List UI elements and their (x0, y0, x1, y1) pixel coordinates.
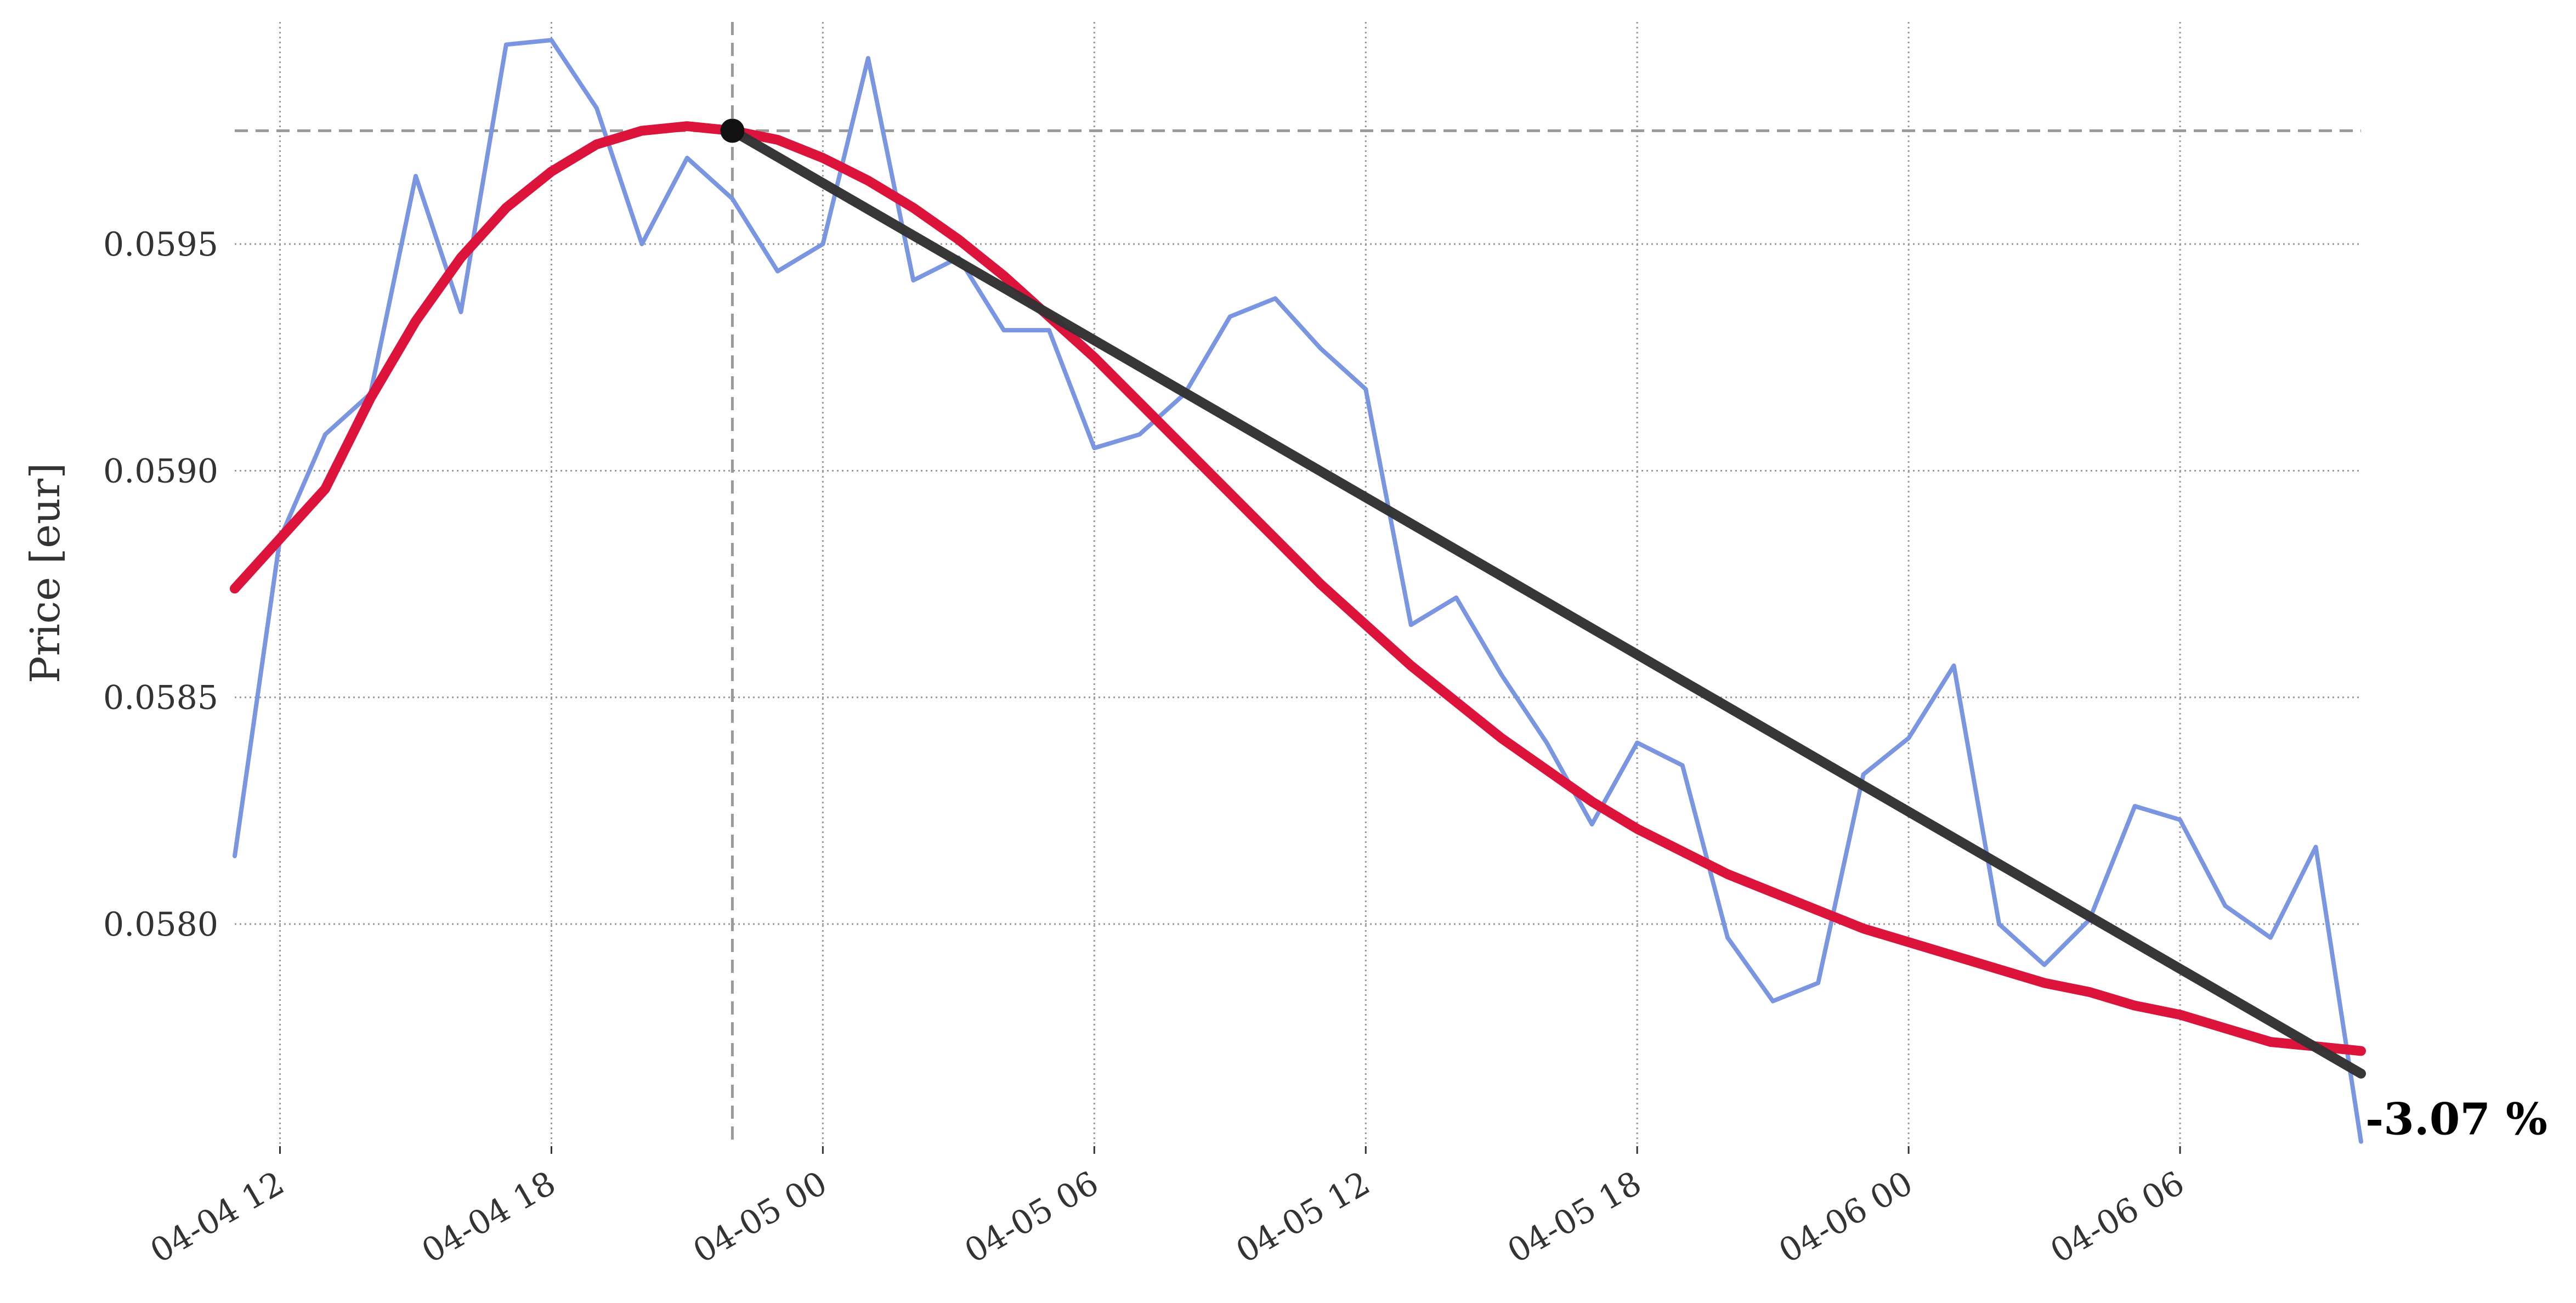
y-tick-label: 0.0595 (103, 225, 218, 264)
y-axis-label: Price [eur] (22, 463, 69, 683)
x-tick-label: 04-05 00 (687, 1164, 833, 1271)
series-layer (230, 38, 2366, 1144)
peak-marker (720, 118, 745, 143)
x-tick-label: 04-06 06 (2044, 1164, 2190, 1271)
x-tick-label: 04-05 12 (1230, 1164, 1376, 1271)
x-tick-label: 04-04 18 (415, 1164, 562, 1271)
x-tick-label: 04-05 06 (958, 1164, 1105, 1271)
y-axis-ticks: 0.0580 0.0585 0.0590 0.0595 (103, 225, 218, 944)
y-tick-label: 0.0590 (103, 452, 218, 490)
reference-lines (235, 22, 2361, 1146)
trend-line (727, 126, 2366, 1079)
price-line (233, 38, 2363, 1144)
x-tick-label: 04-05 18 (1501, 1164, 1647, 1271)
y-tick-label: 0.0585 (103, 679, 218, 717)
percent-change-label: -3.07 % (2365, 1093, 2547, 1145)
x-axis-ticks: 04-04 12 04-04 18 04-05 00 04-05 06 04-05 12… (144, 1146, 2191, 1271)
x-tick-label: 04-06 00 (1773, 1164, 1919, 1271)
x-tick-label: 04-04 12 (144, 1164, 291, 1271)
smoothed-line (230, 121, 2366, 1056)
y-tick-label: 0.0580 (103, 905, 218, 944)
